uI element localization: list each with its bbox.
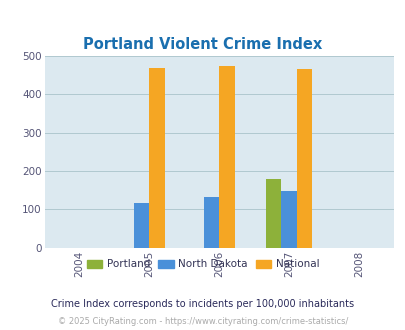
Bar [134, 203, 149, 248]
Bar [296, 69, 311, 248]
Text: Portland Violent Crime Index: Portland Violent Crime Index [83, 37, 322, 52]
Bar [203, 197, 219, 248]
Text: © 2025 CityRating.com - https://www.cityrating.com/crime-statistics/: © 2025 CityRating.com - https://www.city… [58, 317, 347, 326]
Bar [281, 191, 296, 248]
Legend: Portland, North Dakota, National: Portland, North Dakota, National [82, 255, 323, 274]
Bar [265, 179, 281, 248]
Bar [149, 68, 164, 248]
Bar [219, 66, 234, 248]
Text: Crime Index corresponds to incidents per 100,000 inhabitants: Crime Index corresponds to incidents per… [51, 299, 354, 309]
